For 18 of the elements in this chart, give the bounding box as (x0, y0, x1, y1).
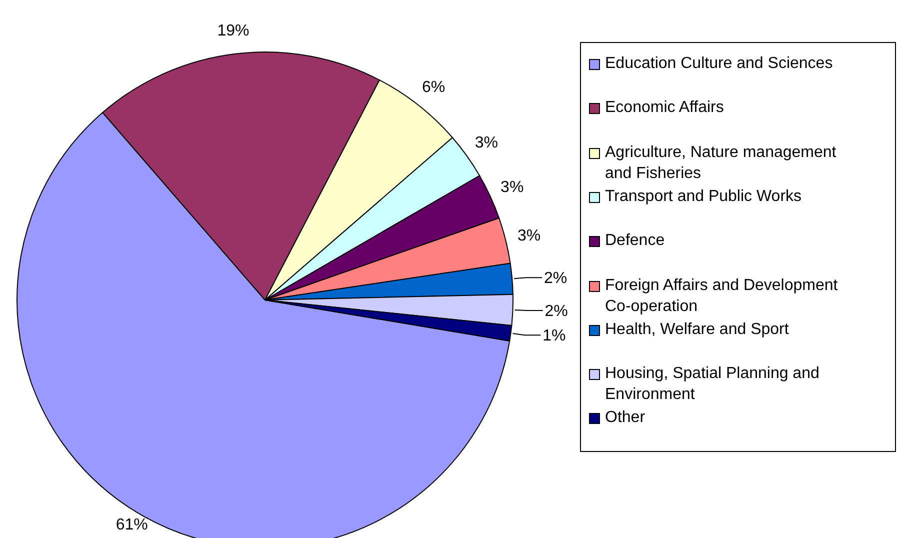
data-label: 6% (422, 79, 446, 96)
legend-label: Foreign Affairs and Development Co-operation (605, 276, 839, 316)
legend-label: Housing, Spatial Planning and Environment (605, 364, 820, 406)
data-label: 2% (544, 270, 568, 288)
legend-label: Economic Affairs (605, 98, 725, 118)
data-label: 61% (116, 516, 148, 534)
legend-label: Defence (605, 231, 666, 252)
legend-label: Agriculture, Nature management and Fisheries (605, 142, 838, 184)
data-label: 3% (500, 178, 524, 196)
data-label: 3% (517, 227, 541, 244)
data-label: 1% (542, 328, 566, 345)
legend-label: Transport and Public Works (605, 186, 803, 207)
legend-label: Education Culture and Sciences (605, 54, 834, 74)
data-label: 19% (217, 22, 250, 40)
legend-label: Other (605, 408, 646, 428)
data-label: 3% (474, 134, 498, 152)
legend-label: Health, Welfare and Sport (605, 320, 790, 340)
data-label: 2% (544, 303, 568, 320)
